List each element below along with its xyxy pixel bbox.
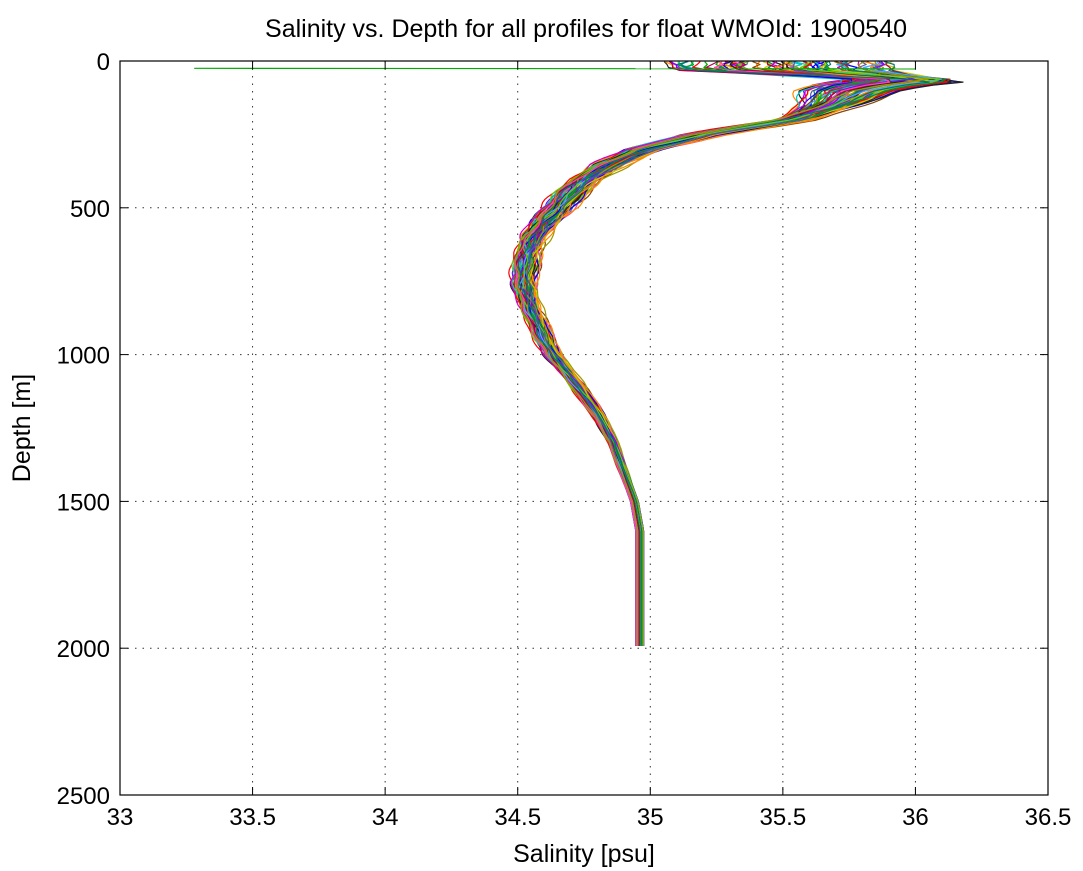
x-tick-label: 36.5 xyxy=(1025,804,1072,831)
x-tick-label: 34 xyxy=(372,804,399,831)
y-tick-label: 1500 xyxy=(57,489,110,516)
ticks: 33 33.5 34 34.5 35 35.5 36 36.5 0 500 1000 1500 2000… xyxy=(57,49,1072,831)
plot-frame xyxy=(119,60,1049,796)
chart-title: Salinity vs. Depth for all profiles for … xyxy=(265,15,907,43)
profiles xyxy=(194,61,964,646)
x-tick-label: 35.5 xyxy=(759,804,806,831)
profile-line xyxy=(514,61,929,646)
x-tick-label: 35 xyxy=(637,804,664,831)
profile-line-outlier xyxy=(194,67,916,70)
y-tick-label: 2500 xyxy=(57,783,110,810)
x-tick-label: 36 xyxy=(902,804,929,831)
y-tick-label: 0 xyxy=(97,49,110,76)
x-tick-label: 33 xyxy=(107,804,134,831)
y-tick-label: 500 xyxy=(70,196,110,223)
x-tick-label: 33.5 xyxy=(229,804,276,831)
y-axis-label: Depth [m] xyxy=(8,374,36,482)
profile-line xyxy=(513,61,891,646)
y-tick-label: 2000 xyxy=(57,636,110,663)
x-axis-label: Salinity [psu] xyxy=(513,840,655,868)
x-tick-label: 34.5 xyxy=(494,804,541,831)
grid-lines xyxy=(120,61,1048,795)
y-tick-label: 1000 xyxy=(57,343,110,370)
profile-line xyxy=(517,61,930,646)
